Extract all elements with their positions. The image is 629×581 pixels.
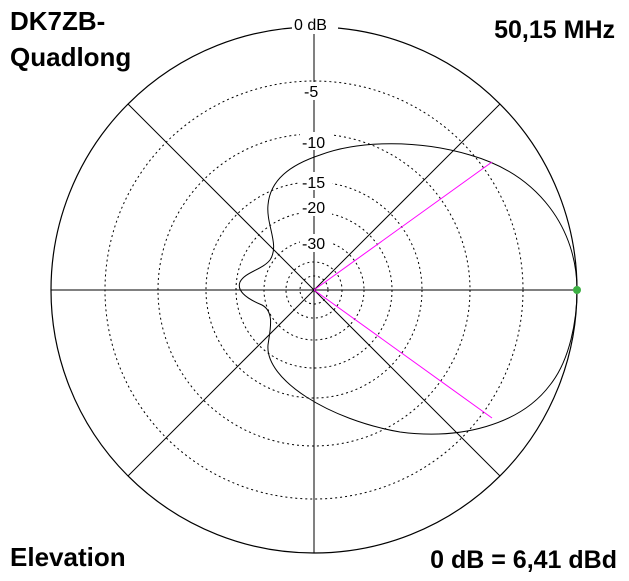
- antenna-name-line2: Quadlong: [10, 42, 132, 72]
- ring-label-0db: 0 dB: [294, 17, 327, 34]
- ring-label-minus5: -5: [304, 84, 318, 101]
- ring-label-minus10: -10: [302, 135, 325, 152]
- beamwidth-line-lower: [313, 289, 493, 419]
- beamwidth-line-upper: [313, 161, 493, 291]
- plane-label: Elevation: [10, 542, 126, 572]
- frequency-label: 50,15 MHz: [494, 16, 615, 44]
- antenna-name-line1: DK7ZB-: [10, 6, 106, 36]
- radiation-pattern: [238, 143, 578, 435]
- ring-label-minus15: -15: [302, 175, 325, 192]
- max-gain-marker: [573, 286, 581, 294]
- ring-labels: 0 dB -5 -10 -15 -20 -30: [292, 14, 338, 253]
- ring-label-minus30: -30: [302, 236, 325, 253]
- reference-gain-label: 0 dB = 6,41 dBd: [430, 546, 617, 574]
- ring-label-minus20: -20: [302, 200, 325, 217]
